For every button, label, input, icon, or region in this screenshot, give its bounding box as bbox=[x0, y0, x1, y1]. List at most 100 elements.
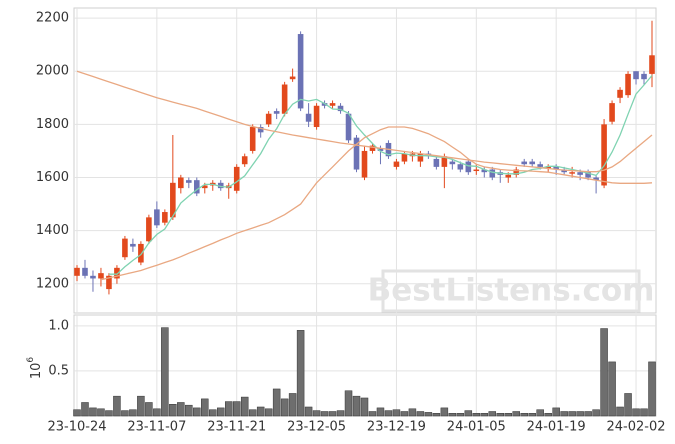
candle-body bbox=[513, 169, 520, 175]
candle-body bbox=[305, 113, 312, 122]
volume-bar bbox=[89, 407, 97, 417]
candle-body bbox=[241, 156, 248, 165]
candle-body bbox=[465, 161, 472, 173]
volume-bar bbox=[608, 361, 616, 417]
volume-bar bbox=[592, 409, 600, 417]
volume-bar bbox=[368, 411, 377, 417]
candle-body bbox=[441, 156, 448, 167]
x-tick-label: 23-11-21 bbox=[207, 420, 266, 435]
volume-bar bbox=[320, 411, 329, 417]
candle-body bbox=[186, 180, 192, 183]
volume-bar bbox=[328, 411, 337, 417]
candle-body bbox=[329, 103, 336, 106]
candle-body bbox=[569, 172, 575, 174]
candle-body bbox=[377, 148, 384, 151]
candle-body bbox=[353, 137, 360, 170]
watermark-text: BestListens.com bbox=[368, 273, 655, 309]
volume-bar bbox=[217, 407, 225, 417]
candle-body bbox=[457, 164, 464, 170]
volume-tick-label: 1.0 bbox=[48, 318, 69, 333]
volume-bar bbox=[169, 404, 177, 417]
candle-body bbox=[577, 172, 583, 175]
candle-body bbox=[537, 164, 543, 167]
candle-body bbox=[529, 161, 536, 165]
candle-body bbox=[545, 166, 551, 169]
volume-bar bbox=[616, 406, 624, 417]
volume-bar bbox=[480, 413, 489, 417]
volume-bar bbox=[121, 410, 129, 417]
candle-body bbox=[138, 243, 144, 263]
volume-bar bbox=[224, 401, 233, 417]
candle-body bbox=[114, 267, 120, 279]
volume-bar bbox=[129, 409, 137, 417]
price-panel bbox=[73, 7, 657, 314]
volume-bar bbox=[640, 408, 648, 417]
candle-body bbox=[417, 153, 424, 162]
volume-bar bbox=[352, 395, 361, 417]
volume-bar bbox=[209, 409, 217, 417]
candle-body bbox=[361, 150, 368, 178]
volume-bar bbox=[296, 330, 305, 417]
volume-bar bbox=[576, 411, 584, 417]
volume-bar bbox=[248, 409, 257, 417]
volume-axis-exponent: 6 bbox=[26, 357, 36, 363]
volume-bar bbox=[568, 411, 576, 417]
volume-bar bbox=[113, 395, 121, 417]
volume-bar bbox=[360, 397, 369, 417]
candle-body bbox=[273, 111, 280, 114]
volume-bar bbox=[464, 410, 473, 417]
volume-bar bbox=[552, 407, 560, 417]
candle-body bbox=[98, 273, 104, 279]
volume-bar bbox=[73, 409, 81, 417]
candle-body bbox=[617, 89, 623, 98]
volume-bar bbox=[416, 411, 425, 417]
volume-bar bbox=[536, 409, 544, 417]
candle-body bbox=[257, 127, 264, 133]
x-tick-label: 24-02-02 bbox=[607, 420, 666, 435]
candle-body bbox=[170, 182, 176, 218]
volume-bar bbox=[600, 328, 608, 417]
candle-body bbox=[162, 212, 168, 223]
candle-body bbox=[82, 267, 88, 276]
x-tick-label: 23-12-19 bbox=[367, 420, 426, 435]
volume-tick-label: 0.5 bbox=[48, 363, 69, 378]
volume-bar bbox=[400, 411, 409, 417]
volume-bar bbox=[488, 411, 497, 417]
volume-bar bbox=[432, 413, 441, 417]
candle-body bbox=[313, 105, 320, 128]
volume-bar bbox=[232, 401, 241, 417]
volume-bar bbox=[496, 413, 505, 417]
volume-bar bbox=[161, 327, 169, 417]
y-tick-label: 1800 bbox=[36, 117, 69, 132]
candle-body bbox=[641, 73, 647, 80]
candle-body bbox=[585, 172, 591, 178]
volume-bar bbox=[504, 413, 512, 417]
x-tick-label: 24-01-05 bbox=[447, 420, 506, 435]
volume-bar bbox=[392, 409, 401, 417]
volume-bar bbox=[424, 412, 433, 417]
volume-bar bbox=[456, 413, 465, 417]
volume-bar bbox=[544, 413, 552, 417]
volume-bar bbox=[153, 408, 161, 417]
y-tick-label: 1200 bbox=[36, 276, 69, 291]
candle-body bbox=[217, 182, 224, 189]
candle-body bbox=[609, 103, 615, 122]
candle-body bbox=[449, 161, 456, 165]
candle-body bbox=[521, 161, 528, 165]
volume-bar bbox=[201, 398, 209, 417]
candle-body bbox=[481, 169, 488, 173]
candle-body bbox=[345, 113, 352, 141]
y-tick-label: 1600 bbox=[36, 170, 69, 185]
volume-bar bbox=[384, 410, 393, 417]
candle-body bbox=[106, 275, 112, 290]
volume-bar bbox=[584, 411, 592, 417]
x-tick-label: 23-11-07 bbox=[127, 420, 186, 435]
volume-bar bbox=[336, 410, 345, 417]
candle-body bbox=[249, 127, 256, 151]
candle-body bbox=[553, 166, 559, 170]
volume-bar bbox=[304, 406, 313, 417]
volume-bar bbox=[240, 396, 249, 417]
volume-bar bbox=[272, 388, 281, 417]
candle-body bbox=[649, 55, 655, 74]
x-tick-label: 24-01-19 bbox=[527, 420, 586, 435]
